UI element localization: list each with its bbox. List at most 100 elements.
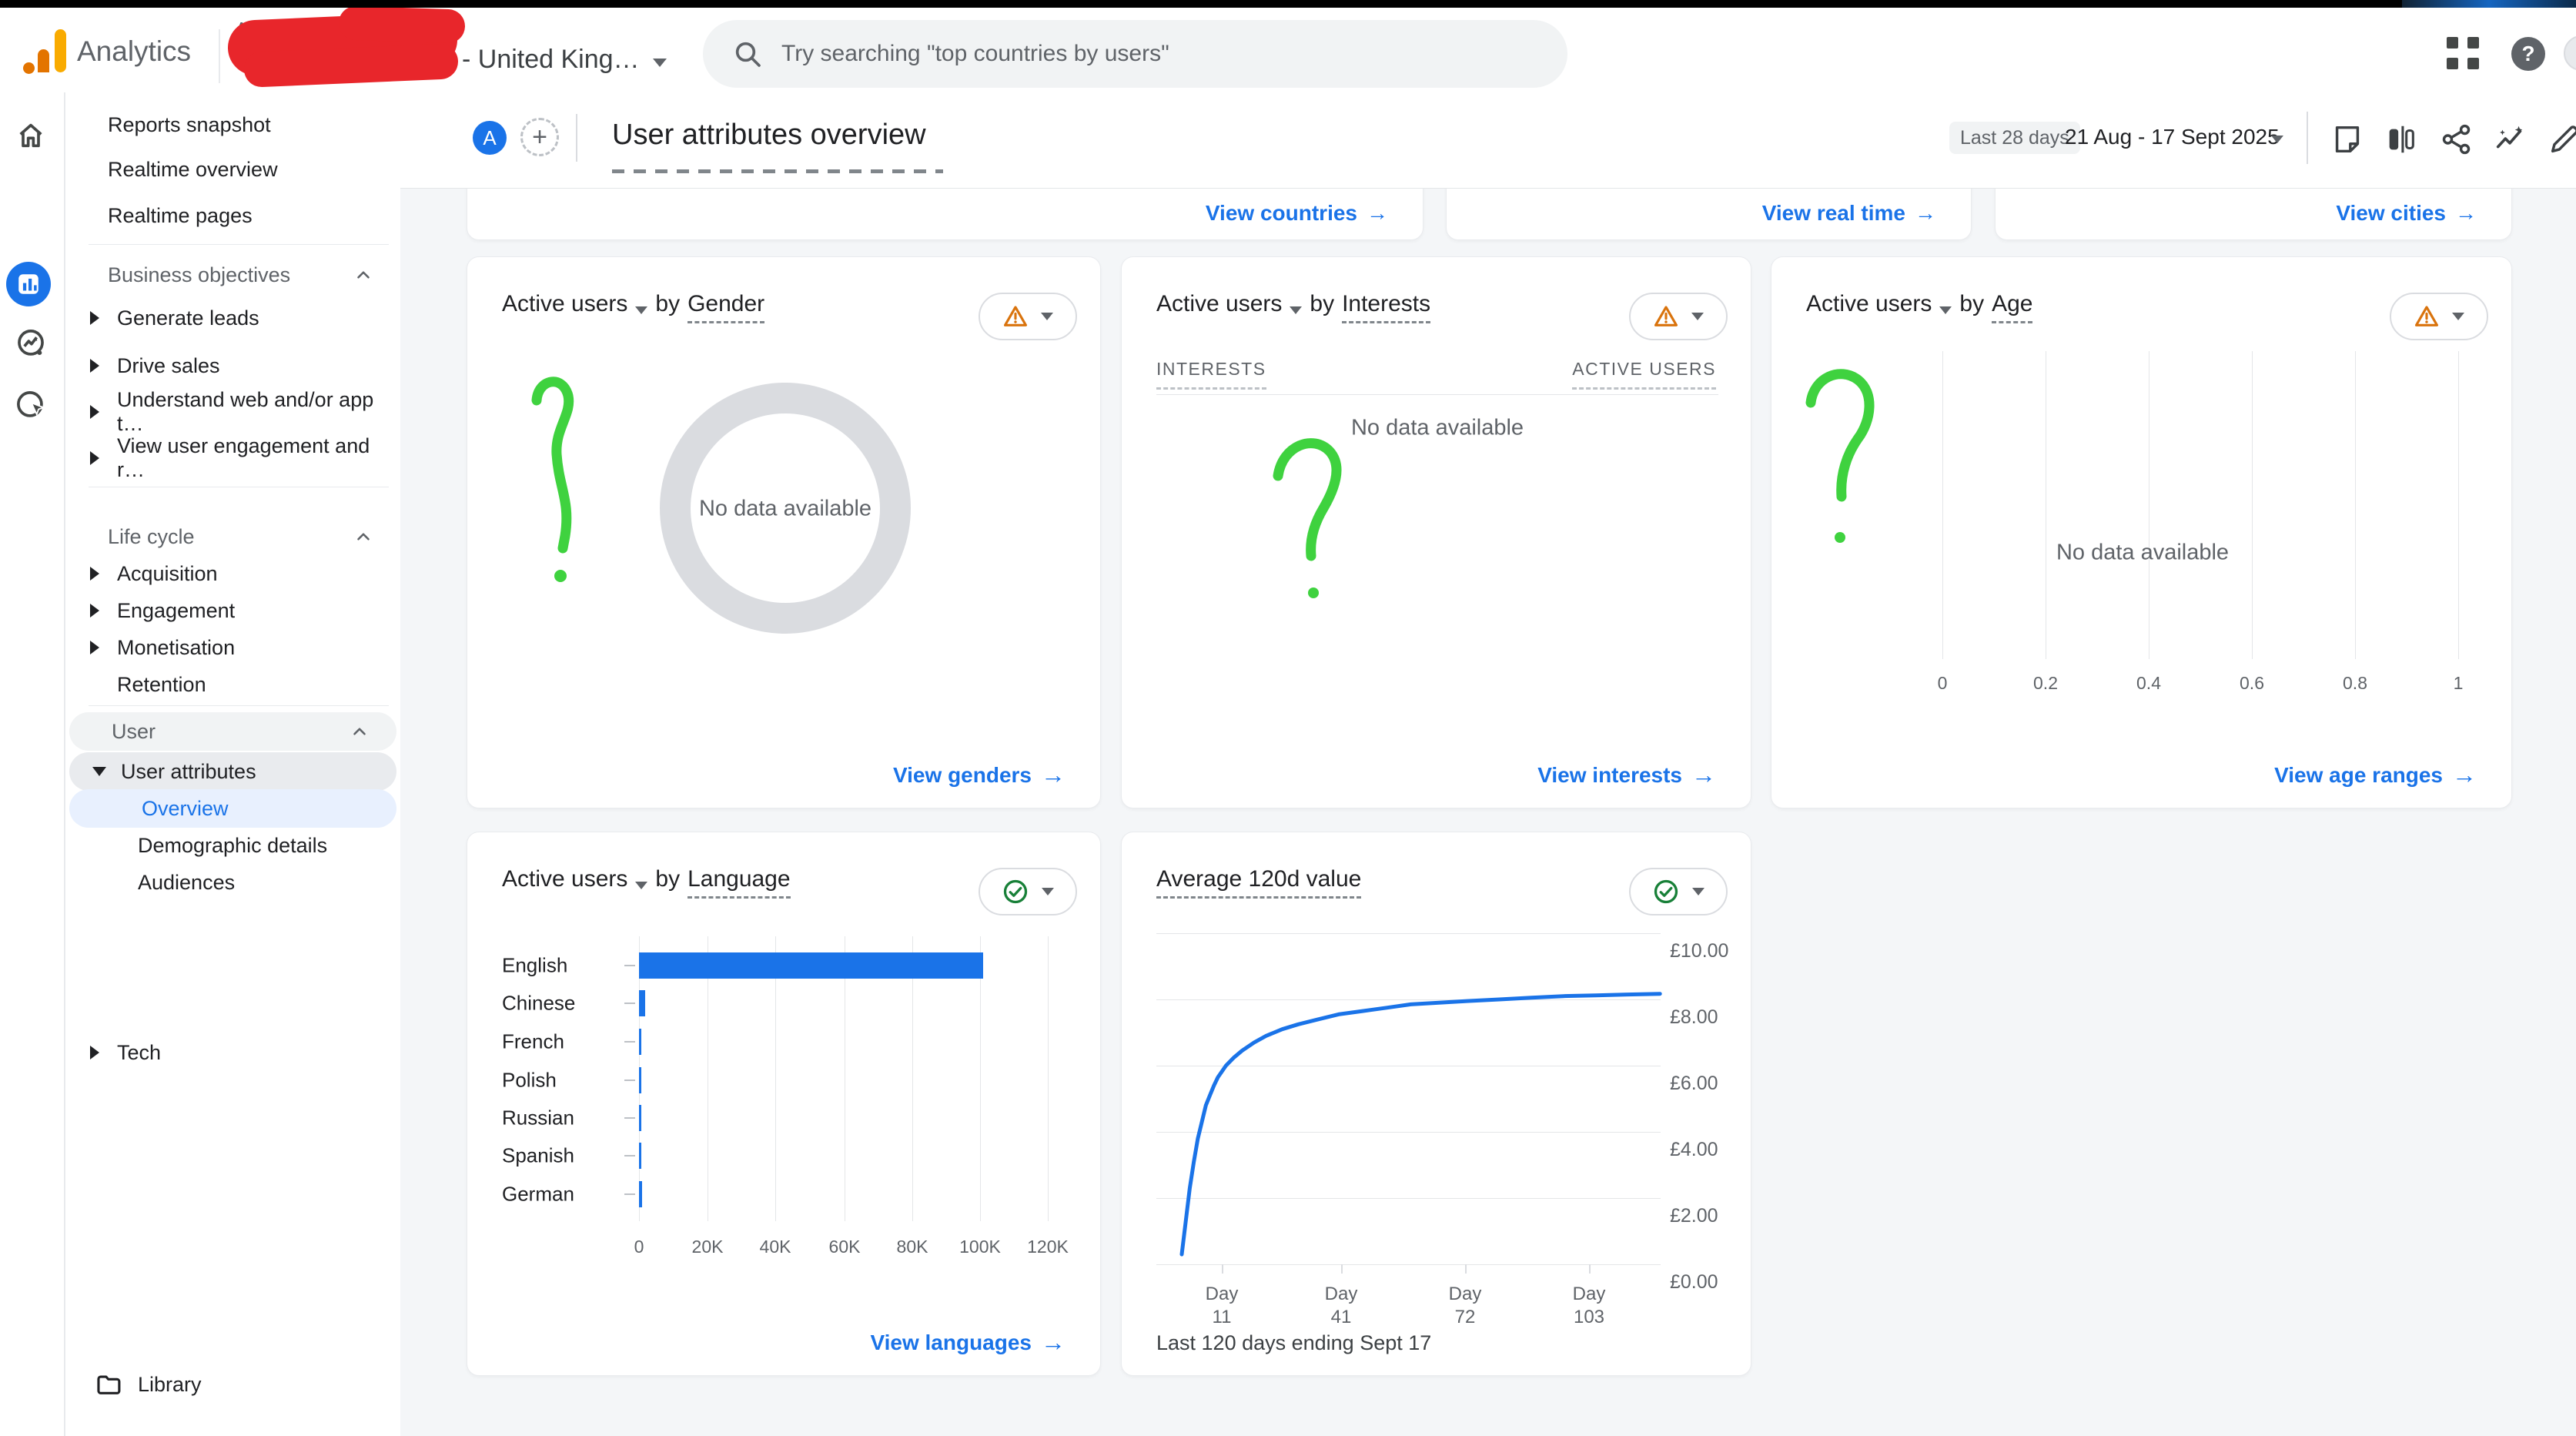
view-countries-link[interactable]: View countries →: [1205, 201, 1388, 225]
expand-arrow-icon[interactable]: [90, 311, 99, 325]
expand-arrow-icon[interactable]: [90, 567, 99, 581]
metric-selector[interactable]: Active users: [502, 866, 628, 892]
data-quality-control[interactable]: [979, 293, 1077, 340]
data-quality-control[interactable]: [1629, 293, 1728, 340]
dimension-selector[interactable]: Language: [687, 866, 791, 899]
view-cities-link[interactable]: View cities →: [2336, 201, 2477, 225]
advertising-icon[interactable]: [11, 385, 51, 425]
nav-tech[interactable]: Tech: [65, 1033, 400, 1072]
home-icon[interactable]: [11, 115, 51, 156]
nav-monetisation[interactable]: Monetisation: [65, 628, 400, 667]
nav-overview-selected[interactable]: Overview: [69, 789, 396, 828]
section-life-cycle[interactable]: Life cycle: [65, 517, 400, 556]
data-quality-control[interactable]: [979, 868, 1077, 915]
nav-generate-leads[interactable]: Generate leads: [65, 299, 400, 337]
nav-drive-sales[interactable]: Drive sales: [65, 346, 400, 385]
property-caret-icon[interactable]: [653, 59, 667, 67]
view-age-ranges-link[interactable]: View age ranges →: [2274, 761, 2477, 788]
metric-caret-icon[interactable]: [635, 882, 648, 889]
nav-engagement[interactable]: Engagement: [65, 591, 400, 630]
metric-selector[interactable]: Average 120d value: [1156, 866, 1362, 899]
metric-selector[interactable]: Active users: [502, 291, 628, 316]
date-caret-icon[interactable]: [2271, 136, 2283, 143]
property-selector[interactable]: - United King…: [462, 45, 640, 74]
view-interests-link[interactable]: View interests →: [1537, 761, 1716, 788]
expand-arrow-icon[interactable]: [90, 405, 99, 419]
metric-selector[interactable]: Active users: [1156, 291, 1283, 316]
nav-reports-snapshot[interactable]: Reports snapshot: [108, 112, 271, 136]
nav-retention[interactable]: Retention: [117, 672, 206, 696]
nav-library[interactable]: Library: [65, 1363, 400, 1406]
gridline: [980, 936, 981, 1221]
breadcrumb[interactable]: All accounts ›: [236, 18, 343, 38]
collapse-chevron-icon[interactable]: [350, 721, 370, 741]
header-divider: [2307, 112, 2308, 164]
reports-icon-selected[interactable]: [6, 262, 51, 306]
expand-arrow-icon[interactable]: [90, 641, 99, 654]
table-header-interests[interactable]: INTERESTS: [1156, 359, 1266, 390]
account-avatar[interactable]: [2564, 35, 2576, 71]
dimension-selector[interactable]: Age: [1992, 291, 2033, 323]
bar-chinese: [639, 990, 645, 1016]
gridline: [1156, 1198, 1661, 1199]
collapse-arrow-icon[interactable]: [92, 767, 106, 776]
metric-selector[interactable]: Active users: [1806, 291, 1932, 316]
metric-caret-icon[interactable]: [1939, 306, 1952, 314]
caret-down-icon[interactable]: [1041, 313, 1053, 320]
section-user[interactable]: User: [69, 712, 396, 751]
metric-caret-icon[interactable]: [1290, 306, 1303, 314]
collapse-chevron-icon[interactable]: [353, 265, 373, 285]
bar-label: English: [502, 953, 568, 977]
nav-realtime-pages[interactable]: Realtime pages: [108, 203, 253, 227]
share-icon[interactable]: [2439, 122, 2474, 157]
nav-view-user-engagement[interactable]: View user engagement and r…: [65, 434, 400, 481]
view-genders-link[interactable]: View genders →: [892, 761, 1066, 788]
bar-russian: [639, 1105, 641, 1131]
dimension-selector[interactable]: Interests: [1342, 291, 1431, 323]
data-quality-control[interactable]: [1629, 868, 1728, 915]
x-tick: 0.4: [2136, 673, 2161, 693]
dimension-selector[interactable]: Gender: [687, 291, 765, 323]
data-quality-control[interactable]: [2390, 293, 2488, 340]
explore-icon[interactable]: [11, 323, 51, 363]
expand-arrow-icon[interactable]: [90, 359, 99, 373]
comparison-icon[interactable]: [2384, 122, 2419, 157]
help-icon[interactable]: ?: [2511, 37, 2545, 71]
section-business-objectives[interactable]: Business objectives: [65, 256, 400, 294]
caret-down-icon[interactable]: [1691, 313, 1704, 320]
add-comparison-button[interactable]: +: [520, 118, 559, 156]
caret-down-icon[interactable]: [1042, 888, 1054, 895]
date-preset-badge[interactable]: Last 28 days: [1949, 122, 2080, 154]
empty-state-text: No data available: [2056, 540, 2230, 565]
add-note-icon[interactable]: [2330, 122, 2365, 157]
gridline: [1156, 1264, 1661, 1265]
report-avatar[interactable]: A: [473, 121, 507, 155]
arrow-right-icon: →: [1041, 1328, 1066, 1356]
nav-audiences[interactable]: Audiences: [138, 870, 236, 894]
analytics-logo-icon[interactable]: [23, 29, 69, 74]
nav-demographic-details[interactable]: Demographic details: [138, 833, 328, 857]
date-range-selector[interactable]: 21 Aug - 17 Sept 2025: [2065, 125, 2280, 149]
caret-down-icon[interactable]: [1692, 888, 1705, 895]
nav-understand-web-app[interactable]: Understand web and/or app t…: [65, 388, 400, 435]
expand-arrow-icon[interactable]: [90, 451, 99, 465]
metric-caret-icon[interactable]: [635, 306, 648, 314]
edit-pencil-icon[interactable]: [2547, 122, 2576, 157]
view-languages-link[interactable]: View languages →: [870, 1328, 1066, 1356]
caret-down-icon[interactable]: [2452, 313, 2464, 320]
nav-realtime-overview[interactable]: Realtime overview: [108, 157, 278, 181]
expand-arrow-icon[interactable]: [90, 604, 99, 618]
gridline: [2252, 351, 2253, 659]
nav-acquisition[interactable]: Acquisition: [65, 554, 400, 593]
search-bar[interactable]: [703, 20, 1567, 88]
bar-german: [639, 1181, 642, 1207]
arrow-right-icon: →: [1915, 201, 1936, 225]
view-real-time-link[interactable]: View real time →: [1761, 201, 1936, 225]
nav-user-attributes[interactable]: User attributes: [69, 752, 396, 791]
search-input[interactable]: [781, 41, 1513, 67]
google-apps-grid-icon[interactable]: [2442, 32, 2485, 75]
table-header-active-users[interactable]: ACTIVE USERS: [1572, 359, 1716, 390]
insights-icon[interactable]: [2493, 122, 2528, 157]
expand-arrow-icon[interactable]: [90, 1046, 99, 1059]
collapse-chevron-icon[interactable]: [353, 527, 373, 547]
